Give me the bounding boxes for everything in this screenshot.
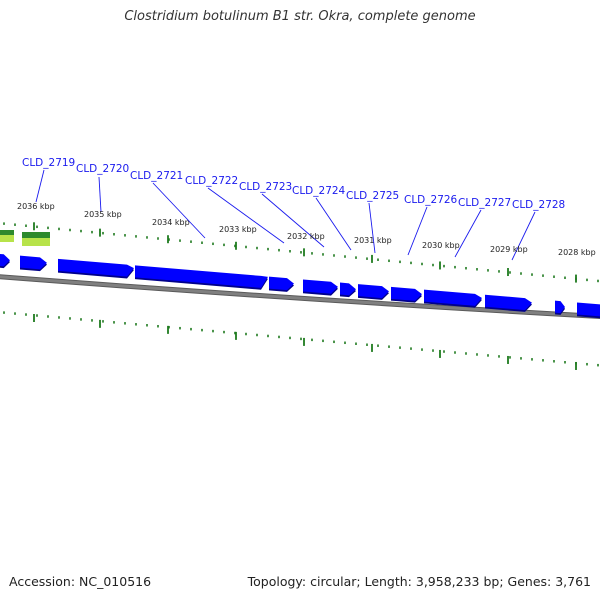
label-pointer-line: [315, 197, 352, 251]
inner-tick-ring: [3, 311, 599, 370]
label-pointer-line: [35, 169, 45, 203]
label-pointer-line: [261, 193, 325, 248]
gene-arrow: [358, 284, 389, 299]
gene-arrow: [424, 289, 482, 306]
backbone-line: [0, 275, 600, 318]
label-pointer-line: [98, 176, 102, 213]
label-pointers: [35, 169, 536, 261]
gene-arrow: [555, 300, 565, 314]
tick-label: 2029 kbp: [490, 245, 528, 254]
gene-label: CLD_2728: [512, 199, 565, 211]
gene-label: CLD_2724: [292, 185, 346, 197]
gene-label: CLD_2722: [185, 175, 238, 187]
tick-label: 2034 kbp: [152, 218, 190, 227]
gene-label: CLD_2723: [239, 181, 292, 193]
tick-label: 2030 kbp: [422, 241, 460, 250]
gene-arrow: [391, 286, 422, 301]
tick-label: 2032 kbp: [287, 232, 325, 241]
gene-label: CLD_2726: [404, 194, 458, 206]
gene-arrow: [269, 276, 294, 291]
highlight-block-green: [22, 232, 50, 238]
gene-track: [0, 230, 600, 319]
gene-arrow: [303, 279, 338, 294]
gene-label: CLD_2720: [76, 163, 129, 175]
gene-arrow: [0, 254, 10, 267]
gene-label: CLD_2719: [22, 157, 75, 169]
accession-text: Accession: NC_010516: [9, 574, 152, 589]
highlight-block-green: [0, 230, 14, 235]
gene-arrow: [20, 255, 47, 270]
label-pointer-line: [511, 211, 536, 261]
label-pointer-line: [454, 209, 482, 258]
gene-arrow: [58, 258, 134, 277]
genome-summary-text: Topology: circular; Length: 3,958,233 bp…: [247, 574, 591, 589]
label-pointer-line: [407, 206, 428, 256]
tick-label: 2031 kbp: [354, 236, 392, 245]
label-pointer-line: [207, 187, 285, 244]
gene-arrow: [135, 265, 268, 288]
outer-tick-ring: [3, 222, 599, 283]
genome-backbone: [0, 274, 600, 319]
tick-label-layer: 2036 kbp 2035 kbp 2034 kbp 2033 kbp 2032 kbp…: [17, 202, 596, 257]
gene-arrow: [485, 294, 532, 311]
tick-label: 2033 kbp: [219, 225, 257, 234]
tick-label: 2035 kbp: [84, 210, 122, 219]
label-pointer-line: [368, 202, 376, 254]
tick-label: 2028 kbp: [558, 248, 596, 257]
gene-label: CLD_2721: [130, 170, 183, 182]
tick-label: 2036 kbp: [17, 202, 55, 211]
gene-arrow: [577, 302, 600, 317]
map-title: Clostridium botulinum B1 str. Okra, comp…: [124, 9, 476, 24]
gene-label: CLD_2725: [346, 190, 399, 202]
gene-arrow: [340, 282, 356, 296]
label-pointer-line: [152, 182, 206, 239]
gene-label: CLD_2727: [458, 197, 511, 209]
